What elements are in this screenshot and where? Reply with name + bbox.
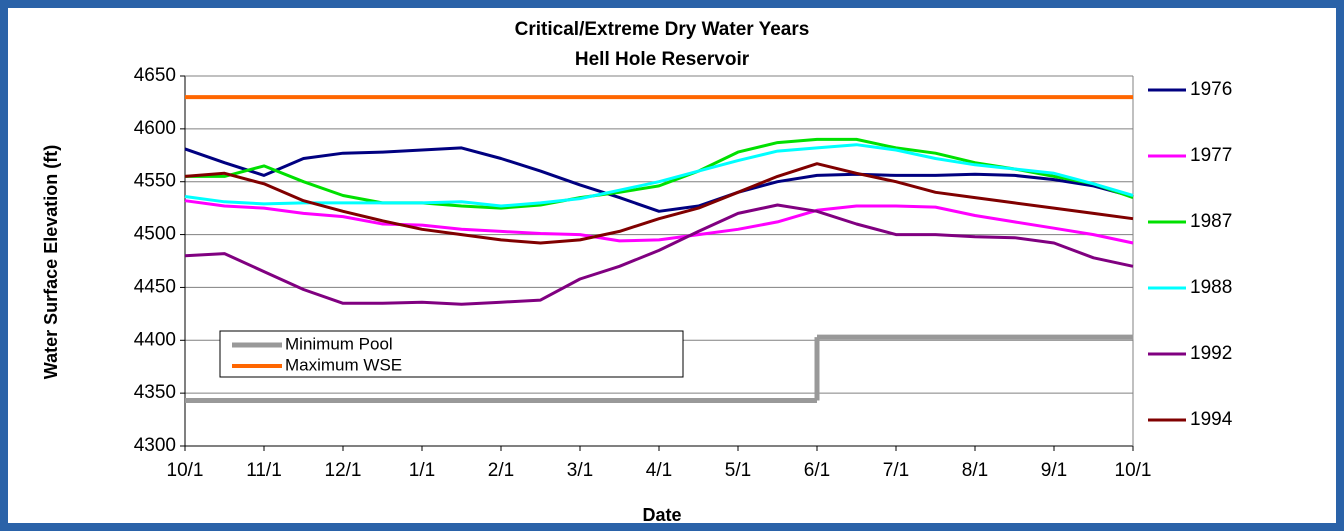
x-tick-label: 12/1: [325, 460, 362, 481]
series-line: [184, 203, 1134, 306]
chart-title: Critical/Extreme Dry Water Years: [515, 19, 810, 40]
series-line: [185, 137, 1134, 210]
x-tick-label: 4/1: [646, 460, 672, 481]
x-tick-label: 10/1: [167, 460, 204, 481]
y-tick-label: 4600: [134, 118, 176, 139]
y-tick-label: 4450: [134, 276, 176, 297]
y-tick-label: 4500: [134, 224, 176, 245]
y-tick-label: 4400: [134, 329, 176, 350]
legend-label: 1988: [1190, 277, 1232, 298]
x-tick-label: 6/1: [804, 460, 830, 481]
limits-legend-box: [219, 330, 684, 378]
x-tick-label: 9/1: [1041, 460, 1067, 481]
x-tick-label: 7/1: [883, 460, 909, 481]
y-tick-label: 4550: [134, 171, 176, 192]
y-tick-label: 4650: [134, 65, 176, 86]
x-tick-label: 3/1: [567, 460, 593, 481]
legend-label: Minimum Pool: [285, 334, 393, 353]
series-line: [184, 146, 1134, 213]
chart-subtitle: Hell Hole Reservoir: [575, 49, 750, 70]
legend-label: 1977: [1190, 145, 1232, 166]
x-tick-label: 8/1: [962, 460, 988, 481]
x-axis-title: Date: [642, 505, 681, 525]
x-tick-label: 10/1: [1115, 460, 1152, 481]
y-tick-label: 4300: [134, 435, 176, 456]
y-axis-title: Water Surface Elevation (ft): [41, 145, 61, 379]
series-line: [184, 199, 1134, 245]
x-tick-label: 5/1: [725, 460, 751, 481]
y-tick-label: 4350: [134, 382, 176, 403]
legend-label: 1994: [1190, 409, 1233, 430]
x-tick-label: 11/1: [246, 460, 282, 481]
x-tick-label: 2/1: [488, 460, 514, 481]
series-line: [184, 162, 1134, 245]
legend-label: 1987: [1190, 211, 1232, 232]
x-tick-label: 1/1: [409, 460, 435, 481]
legend-label: 1992: [1190, 343, 1232, 364]
legend-label: 1976: [1190, 79, 1232, 100]
legend-label: Maximum WSE: [285, 355, 402, 374]
series-line: [184, 143, 1134, 208]
